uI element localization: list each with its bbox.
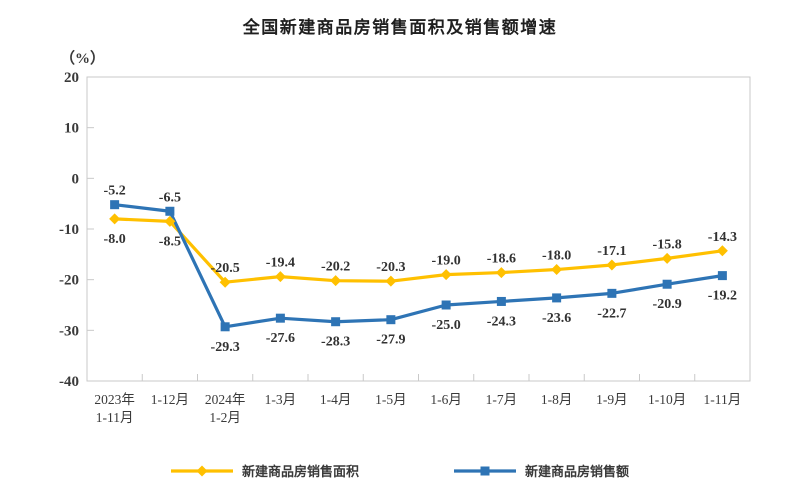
y-tick-label: -30 <box>59 323 79 339</box>
x-tick-label: 2024年 <box>205 392 246 407</box>
y-tick-label: 0 <box>72 171 80 187</box>
x-tick-label: 1-3月 <box>265 392 297 407</box>
data-point-label: -27.6 <box>266 331 295 346</box>
data-point-label: -19.4 <box>266 256 295 271</box>
x-tick-label: 1-11月 <box>96 410 134 425</box>
data-point-label: -20.2 <box>321 260 350 275</box>
x-tick-label: 1-11月 <box>704 392 742 407</box>
x-tick-label: 1-10月 <box>648 392 686 407</box>
data-point-marker <box>716 245 728 257</box>
legend-item-0: 新建商品房销售面积 <box>170 461 359 480</box>
x-tick-label: 1-2月 <box>209 410 241 425</box>
data-point-marker <box>386 315 396 325</box>
data-point-label: -14.3 <box>708 230 737 245</box>
data-point-marker <box>110 200 120 210</box>
data-point-label: -15.8 <box>653 237 682 252</box>
y-tick-label: -10 <box>59 222 79 238</box>
data-point-label: -5.2 <box>104 184 126 199</box>
series-line-1 <box>114 203 723 329</box>
data-point-marker <box>219 276 231 288</box>
data-point-marker <box>551 264 563 276</box>
x-tick-label: 1-4月 <box>320 392 352 407</box>
x-tick-label: 1-9月 <box>596 392 628 407</box>
x-tick-label: 1-7月 <box>486 392 518 407</box>
plot-border <box>86 76 751 382</box>
data-point-label: -29.3 <box>211 340 240 355</box>
data-point-marker <box>164 215 176 227</box>
y-axis-unit-label: （%） <box>60 51 106 67</box>
series-line-0 <box>114 217 723 284</box>
data-point-label: -20.9 <box>653 297 682 312</box>
data-point-label: -25.0 <box>432 318 461 333</box>
data-point-label: -8.0 <box>104 232 126 247</box>
data-point-label: -20.3 <box>376 260 405 275</box>
y-tick-label: -20 <box>59 273 79 289</box>
y-tick-label: 10 <box>64 121 79 137</box>
data-point-marker <box>717 271 727 281</box>
data-point-marker <box>495 267 507 279</box>
x-tick-label: 1-5月 <box>375 392 407 407</box>
data-point-label: -18.6 <box>487 252 516 267</box>
data-point-marker <box>441 300 451 310</box>
data-point-marker <box>330 275 342 287</box>
line-chart: 20 10 0 -10 -20 -30 -40 2023年 1-11月 1-12月 2024年 1-2… <box>59 70 751 425</box>
chart-legend: 新建商品房销售面积 新建商品房销售额 <box>0 461 800 480</box>
x-tick-label: 1-8月 <box>541 392 573 407</box>
data-point-marker <box>109 213 121 225</box>
data-point-marker <box>662 279 672 289</box>
data-point-label: -20.5 <box>211 261 240 276</box>
data-point-marker <box>552 293 562 303</box>
data-point-label: -6.5 <box>159 190 181 205</box>
data-point-marker <box>274 271 286 283</box>
x-tick-label: 1-6月 <box>430 392 462 407</box>
y-tick-label: 20 <box>64 70 79 86</box>
legend-item-1: 新建商品房销售额 <box>454 461 629 480</box>
data-point-marker <box>607 288 617 298</box>
data-point-marker <box>440 269 452 281</box>
data-point-marker <box>385 275 397 287</box>
y-tick-label: -40 <box>59 374 79 390</box>
data-point-label: -19.0 <box>432 254 461 269</box>
data-point-label: -22.7 <box>597 306 626 321</box>
data-point-label: -8.5 <box>159 234 181 249</box>
legend-swatch-diamond-icon <box>170 465 233 476</box>
data-point-marker <box>496 296 506 306</box>
data-point-marker <box>165 206 175 216</box>
x-tick-label: 2023年 <box>94 392 135 407</box>
data-point-marker <box>661 252 673 264</box>
data-point-label: -19.2 <box>708 289 737 304</box>
data-point-marker <box>606 259 618 271</box>
data-point-marker <box>275 313 285 323</box>
x-tick-label: 1-12月 <box>151 392 189 407</box>
data-point-label: -27.9 <box>376 333 405 348</box>
data-point-label: -23.6 <box>542 311 571 326</box>
data-point-label: -18.0 <box>542 249 571 264</box>
data-point-marker <box>220 322 230 332</box>
legend-swatch-square-icon <box>454 466 516 475</box>
data-point-label: -24.3 <box>487 314 516 329</box>
data-point-marker <box>331 317 341 327</box>
data-point-label: -28.3 <box>321 335 350 350</box>
chart-title: 全国新建商品房销售面积及销售额增速 <box>242 18 558 37</box>
data-point-label: -17.1 <box>597 244 626 259</box>
legend-label-0: 新建商品房销售面积 <box>241 464 359 479</box>
legend-label-1: 新建商品房销售额 <box>525 464 630 479</box>
